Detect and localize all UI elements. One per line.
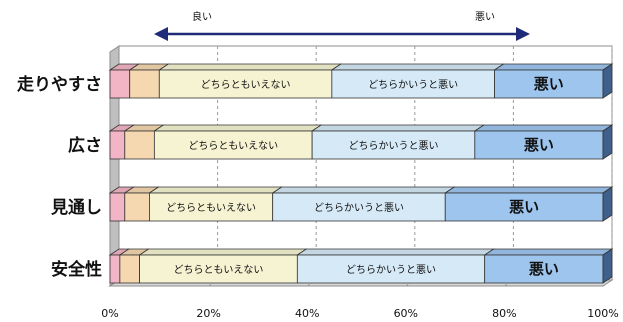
bar-segment: どちらともいえない: [148, 186, 284, 222]
segment-label: 悪い: [509, 198, 539, 216]
category-label: 安全性: [51, 259, 102, 280]
bar-segment-top: [483, 248, 614, 256]
x-tick-label: 0%: [101, 307, 118, 320]
bar-segment-front: [119, 254, 140, 284]
bar-row: どちらともいえない どちらかいうと悪い 悪い: [108, 186, 614, 222]
bar-segment-front: [124, 192, 150, 222]
category-label: 走りやすさ: [17, 74, 102, 95]
segment-label: どちらともいえない: [188, 140, 278, 152]
bar-segment-front: [129, 69, 160, 99]
bar-segment-top: [148, 186, 284, 194]
bar-segment-front: [109, 130, 126, 160]
bar-row: どちらともいえない どちらかいうと悪い 悪い: [108, 124, 614, 160]
bar-segment-front: [296, 254, 486, 284]
bar-segment-front: [153, 130, 313, 160]
bar-segment: 悪い: [473, 124, 614, 160]
bar-segment-top: [330, 63, 505, 71]
x-tick-label: 60%: [394, 307, 418, 320]
bar-segment: [118, 248, 150, 284]
bar-segment-top: [157, 63, 343, 71]
x-tick-label: 80%: [492, 307, 516, 320]
x-tick-label: 40%: [295, 307, 319, 320]
bar-segment-top: [473, 124, 614, 132]
segment-label: どちらともいえない: [201, 79, 291, 91]
bar-segment: どちらかいうと悪い: [330, 63, 505, 99]
quality-arrow: 良い 悪い: [154, 10, 530, 41]
segment-label: どちらともいえない: [174, 264, 264, 276]
segment-label: 悪い: [524, 136, 554, 154]
gridline-floor: [602, 279, 613, 287]
segment-label: どちらともいえない: [166, 202, 256, 214]
bar-segment-top: [443, 186, 614, 194]
bar-segment-front: [149, 192, 274, 222]
bar-segment: 悪い: [443, 186, 614, 222]
arrow-head-left: [154, 27, 168, 41]
bar-segment-top: [310, 124, 486, 132]
bar-segment: [128, 63, 170, 99]
bar-segment: どちらともいえない: [138, 248, 308, 284]
segment-label: どちらかいうと悪い: [346, 264, 436, 276]
category-label: 広さ: [68, 135, 102, 156]
bar-side: [602, 248, 613, 284]
segment-label: どちらかいうと悪い: [348, 140, 438, 152]
arrow-right-label: 悪い: [475, 11, 495, 23]
bar-segment-front: [109, 69, 131, 99]
bar-segment-top: [296, 248, 496, 256]
bar-segment: どちらかいうと悪い: [271, 186, 456, 222]
bar-row: どちらともいえない どちらかいうと悪い 悪い: [108, 248, 614, 284]
x-tick-label: 20%: [196, 307, 220, 320]
segment-label: どちらかいうと悪い: [368, 79, 458, 91]
bar-segment-top: [271, 186, 456, 194]
bar-segment: どちらかいうと悪い: [310, 124, 486, 160]
segment-label: 悪い: [529, 260, 559, 278]
bar-segment-top: [153, 124, 323, 132]
bar-side: [602, 124, 613, 160]
bar-segment-top: [138, 248, 308, 256]
bar-segment-front: [311, 130, 476, 160]
x-tick-label: 100%: [587, 307, 618, 320]
bar-segment-front: [109, 254, 121, 284]
bar-segment-front: [272, 192, 446, 222]
bar-segment-front: [474, 130, 604, 160]
segment-label: どちらかいうと悪い: [314, 202, 404, 214]
bar-segment-front: [444, 192, 604, 222]
bar-segment-top: [493, 63, 614, 71]
bar-segment-front: [139, 254, 298, 284]
category-label: 見通し: [50, 198, 102, 218]
bar-side: [602, 186, 613, 222]
bar-row: どちらともいえない どちらかいうと悪い 悪い: [108, 63, 614, 99]
arrow-left-label: 良い: [192, 10, 212, 23]
bar-segment: どちらかいうと悪い: [296, 248, 496, 284]
bar-segment: 悪い: [493, 63, 614, 99]
bar-segment-front: [494, 69, 604, 99]
segment-label: 悪い: [534, 75, 564, 93]
bar-segment-front: [109, 192, 126, 222]
bar-segment: どちらともいえない: [157, 63, 343, 99]
bar-segment: [108, 124, 136, 160]
bar-segment-front: [484, 254, 604, 284]
arrow-head-right: [516, 27, 530, 41]
bar-segment: 悪い: [483, 248, 614, 284]
bar-segment-front: [158, 69, 333, 99]
x-axis-ticks: 0% 20% 40% 60% 80% 100%: [101, 307, 618, 320]
bar-segment-front: [124, 130, 155, 160]
bar-side: [602, 63, 613, 99]
bar-segment: どちらともいえない: [153, 124, 323, 160]
bar-segment-front: [331, 69, 495, 99]
